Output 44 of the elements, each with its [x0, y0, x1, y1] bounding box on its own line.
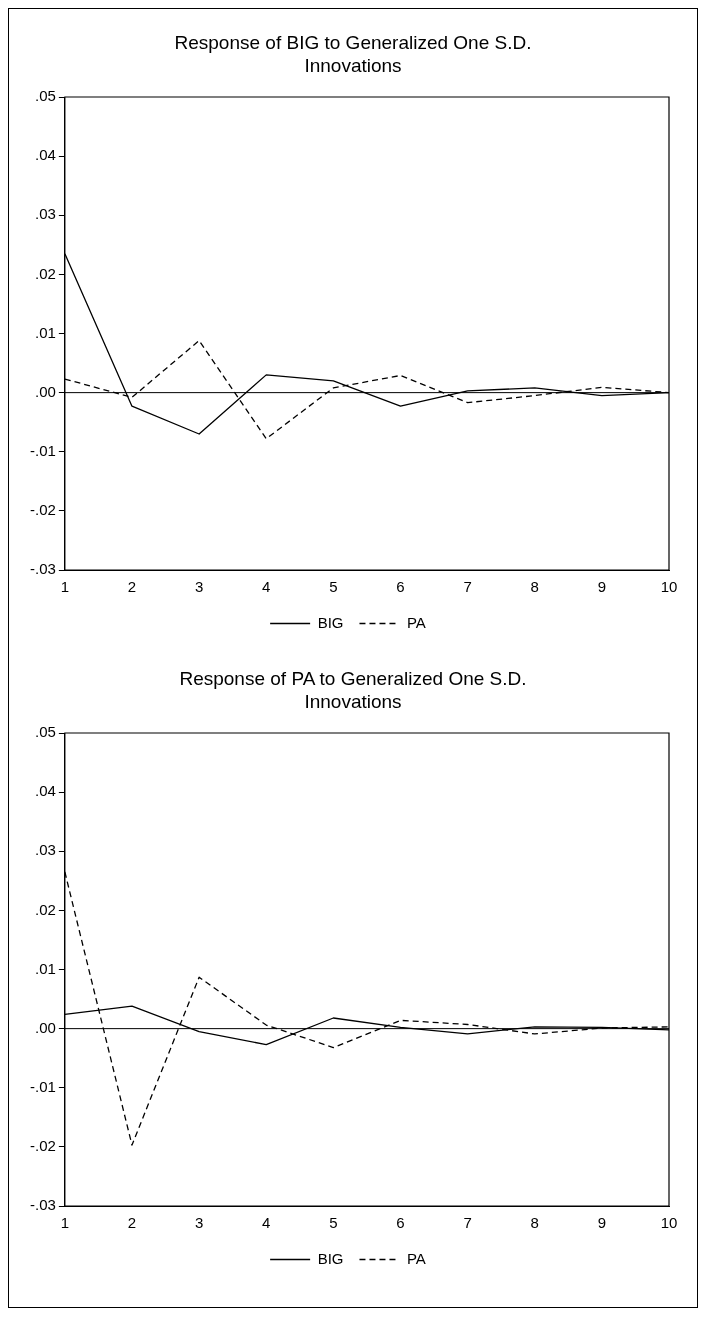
y-tick-label: -.03: [29, 560, 56, 578]
y-tick-label: .03: [34, 841, 56, 859]
x-tick-label: 3: [194, 578, 204, 596]
x-tick-label: 4: [262, 1214, 271, 1232]
x-tick-label: 2: [127, 1214, 137, 1232]
x-tick-label: 1: [60, 1214, 70, 1232]
x-tick-label: 8: [530, 578, 539, 596]
y-tick-label: .01: [34, 959, 56, 977]
x-tick-label: 2: [127, 578, 137, 596]
x-tick-label: 10: [660, 578, 678, 596]
x-tick-label: 6: [396, 1214, 405, 1232]
chart-title: Response of BIG to Generalized One S.D. Innovations: [173, 31, 533, 77]
x-tick-label: 7: [463, 578, 472, 596]
legend-label: BIG: [317, 613, 344, 631]
y-tick-label: .03: [34, 205, 56, 223]
x-tick-label: 4: [262, 578, 271, 596]
x-tick-label: 5: [329, 578, 338, 596]
legend-label: BIG: [317, 1249, 344, 1267]
y-tick-label: .00: [34, 382, 56, 400]
y-tick-label: -.02: [29, 1137, 56, 1155]
x-tick-label: 3: [194, 1214, 204, 1232]
x-tick-label: 9: [597, 578, 607, 596]
y-tick-label: -.01: [29, 1077, 56, 1095]
y-tick-label: .04: [34, 782, 56, 800]
y-tick-label: -.03: [29, 1196, 56, 1214]
y-tick-label: .00: [34, 1018, 56, 1036]
x-tick-label: 1: [60, 578, 70, 596]
y-tick-label: .05: [34, 723, 56, 741]
y-tick-label: .01: [34, 323, 56, 341]
y-tick-label: -.01: [29, 441, 56, 459]
x-tick-label: 8: [530, 1214, 539, 1232]
y-tick-label: .04: [34, 146, 56, 164]
x-tick-label: 7: [463, 1214, 472, 1232]
y-tick-label: .02: [34, 264, 56, 282]
x-tick-label: 6: [396, 578, 405, 596]
x-tick-label: 9: [597, 1214, 607, 1232]
x-tick-label: 10: [660, 1214, 678, 1232]
y-tick-label: .02: [34, 900, 56, 918]
y-tick-label: .05: [34, 87, 56, 105]
chart-title: Response of PA to Generalized One S.D. Innovations: [178, 667, 528, 713]
x-tick-label: 5: [329, 1214, 338, 1232]
legend-label: PA: [406, 1249, 426, 1267]
legend-label: PA: [406, 613, 426, 631]
y-tick-label: -.02: [29, 501, 56, 519]
